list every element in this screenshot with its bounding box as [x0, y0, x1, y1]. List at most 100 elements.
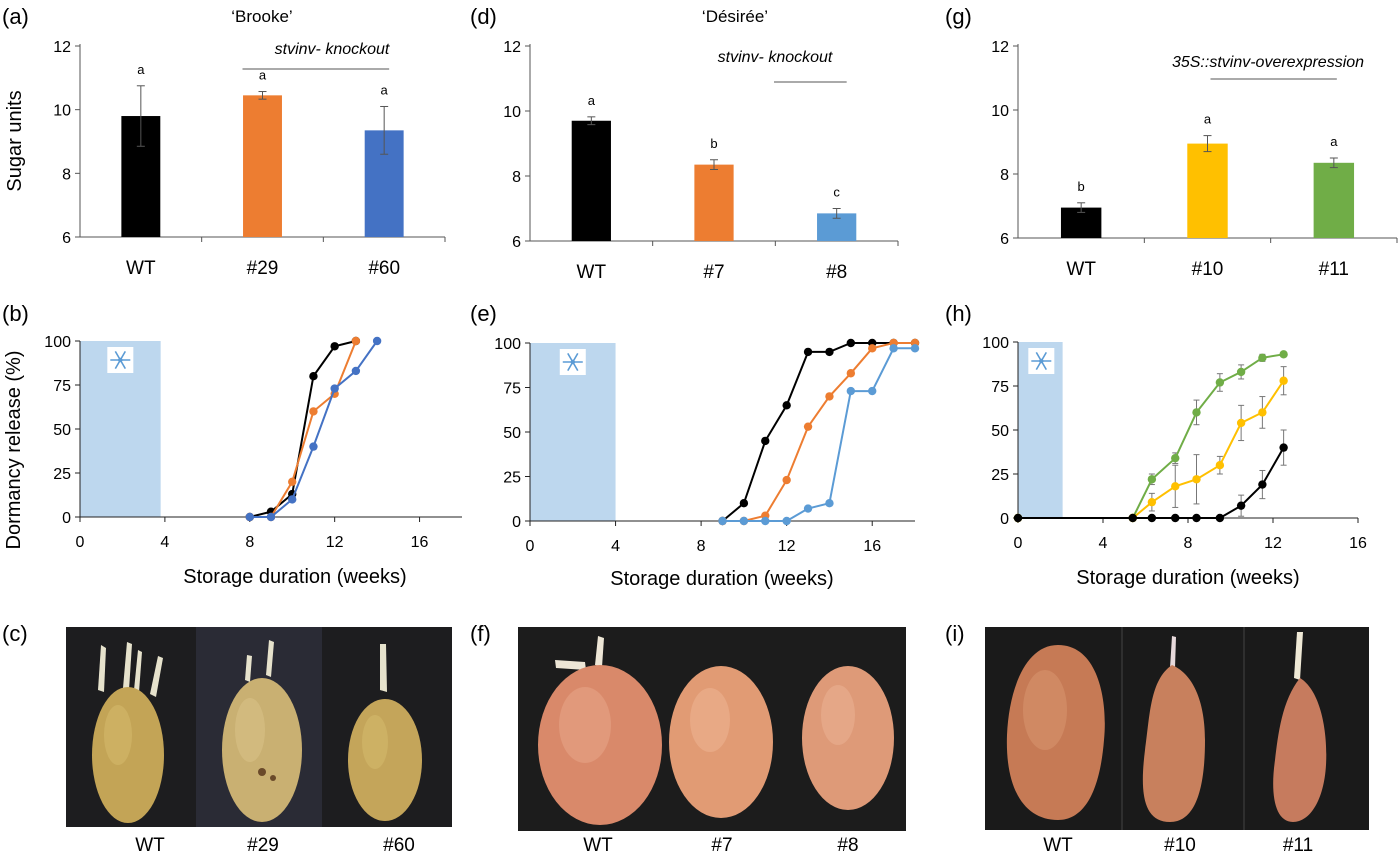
- x-axis-title-e: Storage duration (weeks): [610, 568, 833, 590]
- x-axis-title-h: Storage duration (weeks): [1076, 567, 1299, 589]
- panel-label-a: (a): [2, 4, 29, 29]
- data-point: [1279, 443, 1288, 452]
- x-tick-label: 4: [611, 538, 620, 555]
- y-tick-label: 6: [512, 234, 521, 251]
- photo-caption: WT: [1043, 835, 1073, 854]
- y-tick-label: 0: [512, 514, 521, 531]
- x-tick-label: 16: [411, 534, 429, 551]
- x-tick-label: 16: [1349, 535, 1367, 552]
- snowflake-icon: [559, 349, 586, 375]
- category-label: #7: [703, 262, 724, 283]
- data-point: [1171, 482, 1180, 491]
- data-point: [1192, 513, 1201, 523]
- snowflake-icon: [1028, 348, 1055, 374]
- bracket-label: stvinv- knockout: [718, 49, 833, 66]
- photo-caption: #8: [837, 835, 858, 854]
- y-tick-label: 25: [53, 466, 71, 483]
- y-tick-label: 12: [991, 39, 1009, 56]
- tuber-7: [669, 666, 773, 818]
- y-tick-label: 6: [1000, 231, 1009, 248]
- panel-label-c: (c): [2, 621, 28, 646]
- data-point: [1147, 475, 1157, 484]
- data-point: [739, 516, 749, 526]
- data-point: [846, 369, 856, 378]
- data-point: [1013, 513, 1023, 523]
- photo-panel-f: [518, 627, 906, 831]
- snowflake-icon: [107, 347, 134, 373]
- data-point: [846, 338, 856, 348]
- series-line: [249, 340, 357, 518]
- significance-letter: a: [1330, 134, 1338, 149]
- cultivar-title-desiree: ‘Désirée’: [702, 7, 768, 26]
- data-point: [1215, 378, 1225, 387]
- bracket-label: stvinv- knockout: [275, 41, 390, 58]
- photo-caption: #11: [1283, 835, 1313, 854]
- data-point: [1171, 453, 1180, 463]
- significance-letter: a: [381, 82, 389, 97]
- panel-label-h: (h): [945, 301, 972, 326]
- significance-letter: a: [137, 62, 145, 77]
- photo-caption: #10: [1164, 835, 1196, 854]
- x-tick-label: 12: [326, 534, 344, 551]
- x-tick-label: 8: [1184, 535, 1193, 552]
- significance-letter: a: [259, 68, 267, 83]
- significance-letter: c: [833, 185, 840, 200]
- data-point: [739, 499, 749, 508]
- panel-label-f: (f): [470, 621, 491, 646]
- snowflake-core: [1039, 358, 1044, 364]
- series-line: [722, 347, 915, 522]
- data-point: [351, 336, 361, 346]
- photo-panel-c: [66, 627, 452, 827]
- category-label: #29: [247, 258, 279, 279]
- bar-chart-desiree: 6 8 10 12 a WT b #7 c #8 stvinv- knockout: [503, 39, 899, 283]
- data-point: [1147, 513, 1157, 523]
- data-point: [803, 347, 813, 357]
- tuber-wt: [92, 642, 164, 823]
- data-point: [1236, 501, 1246, 510]
- y-tick-label: 0: [1000, 511, 1009, 528]
- photo-caption: #60: [383, 835, 415, 854]
- significance-letter: b: [1078, 179, 1085, 194]
- data-point: [1192, 408, 1201, 417]
- bar-chart-brooke: 6 8 10 12 a WT a #29 a #60 stvinv- knockout: [53, 39, 446, 279]
- category-label: WT: [1066, 259, 1096, 280]
- data-point: [1258, 480, 1267, 489]
- x-tick-label: 12: [778, 538, 796, 555]
- data-point: [288, 495, 297, 504]
- panel-label-d: (d): [470, 4, 497, 29]
- category-label: WT: [577, 262, 607, 283]
- panel-label-e: (e): [470, 301, 497, 326]
- y-tick-label: 10: [53, 103, 71, 120]
- data-point: [868, 386, 877, 396]
- data-point: [868, 344, 877, 353]
- tuber-11: [1273, 632, 1327, 822]
- line-chart-overexpression: 0 25 50 75 100 0 4 8 12 16: [982, 335, 1367, 552]
- data-point: [718, 516, 727, 526]
- bar: [571, 120, 611, 241]
- category-label: #10: [1192, 259, 1224, 280]
- tuber-10: [1142, 636, 1205, 822]
- category-label: WT: [126, 258, 156, 279]
- data-point: [846, 386, 856, 396]
- bracket-label: 35S::stvinv-overexpression: [1172, 54, 1364, 71]
- y-tick-label: 25: [503, 470, 521, 487]
- bar: [243, 95, 282, 237]
- bar: [694, 164, 734, 241]
- series-line: [722, 342, 915, 522]
- x-tick-label: 4: [160, 534, 169, 551]
- y-tick-label: 8: [512, 169, 521, 186]
- data-point: [1236, 418, 1246, 428]
- y-tick-label: 100: [44, 334, 71, 351]
- data-point: [825, 499, 834, 508]
- data-point: [372, 336, 382, 346]
- tuber-8: [802, 666, 894, 810]
- data-point: [309, 407, 318, 416]
- x-tick-label: 16: [863, 538, 881, 555]
- significance-letter: b: [710, 136, 717, 151]
- data-point: [309, 372, 318, 381]
- data-point: [1258, 408, 1267, 417]
- photo-caption: #7: [711, 835, 732, 854]
- data-point: [1279, 350, 1288, 359]
